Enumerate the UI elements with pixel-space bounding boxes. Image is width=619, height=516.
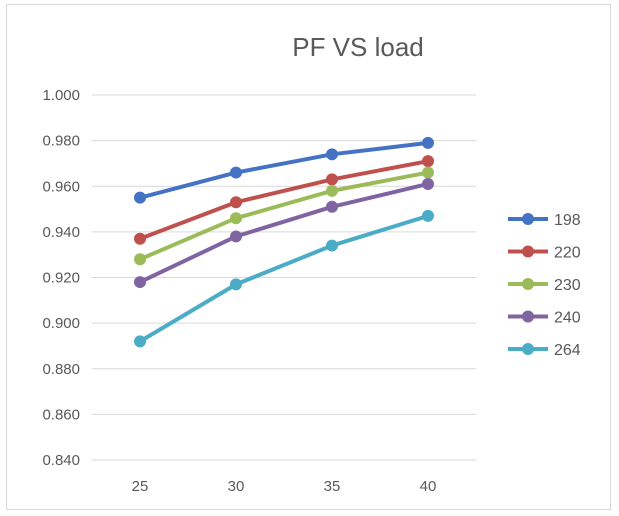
y-axis-tick-labels: 0.840 0.860 0.880 0.900 0.920 0.940 0.960 0.980… <box>42 87 80 469</box>
y-tick-label: 1.000 <box>42 87 80 104</box>
data-point <box>326 239 338 252</box>
series-240 <box>134 177 434 289</box>
series-lines <box>134 136 434 348</box>
series-line <box>138 170 430 262</box>
legend-swatch-marker <box>522 343 534 355</box>
series-230 <box>134 166 434 266</box>
series-264 <box>134 209 434 348</box>
y-tick-label: 0.980 <box>42 133 80 150</box>
y-tick-label: 0.960 <box>42 178 80 195</box>
data-point <box>134 335 146 348</box>
data-point <box>134 276 146 289</box>
x-tick-label: 25 <box>132 478 149 495</box>
series-line <box>138 159 430 241</box>
legend-swatch-marker <box>522 213 534 225</box>
legend-label: 264 <box>554 342 581 359</box>
series-line <box>138 140 430 200</box>
legend-label: 198 <box>554 212 581 229</box>
legend-label: 220 <box>554 245 581 262</box>
legend-swatch-marker <box>522 245 534 258</box>
series-line <box>138 213 430 344</box>
legend-item: 220 <box>508 245 581 262</box>
data-point <box>326 200 338 213</box>
data-point <box>326 173 338 186</box>
data-point <box>230 230 242 243</box>
legend-label: 230 <box>554 277 581 294</box>
legend-item: 264 <box>508 342 581 359</box>
data-point <box>230 166 242 179</box>
data-point <box>134 191 146 204</box>
data-point <box>134 253 146 266</box>
series-line <box>138 181 430 285</box>
chart-title: PF VS load <box>292 32 424 62</box>
y-tick-label: 0.860 <box>42 406 80 423</box>
data-point <box>230 196 242 209</box>
data-point <box>230 212 242 225</box>
legend-swatch-marker <box>522 310 534 323</box>
y-tick-label: 0.900 <box>42 315 80 332</box>
y-tick-label: 0.840 <box>42 452 80 469</box>
y-tick-label: 0.880 <box>42 361 80 378</box>
series-198 <box>134 136 434 204</box>
legend: 198 220 230 240 264 <box>508 212 581 359</box>
data-point <box>422 209 434 222</box>
data-point <box>422 136 434 149</box>
legend-item: 230 <box>508 277 581 294</box>
legend-label: 240 <box>554 310 581 327</box>
y-tick-label: 0.920 <box>42 270 80 287</box>
data-point <box>422 177 434 190</box>
data-point <box>326 148 338 161</box>
data-point <box>422 155 434 168</box>
legend-item: 240 <box>508 310 581 327</box>
x-axis-tick-labels: 25 30 35 40 <box>132 478 437 495</box>
series-220 <box>134 155 434 245</box>
legend-swatch-marker <box>522 278 534 290</box>
data-point <box>230 278 242 291</box>
data-point <box>134 232 146 245</box>
legend-item: 198 <box>508 212 581 229</box>
data-point <box>422 166 434 179</box>
x-tick-label: 40 <box>420 478 437 495</box>
y-tick-label: 0.940 <box>42 224 80 241</box>
data-point <box>326 184 338 197</box>
x-tick-label: 30 <box>228 478 245 495</box>
x-tick-label: 35 <box>324 478 341 495</box>
